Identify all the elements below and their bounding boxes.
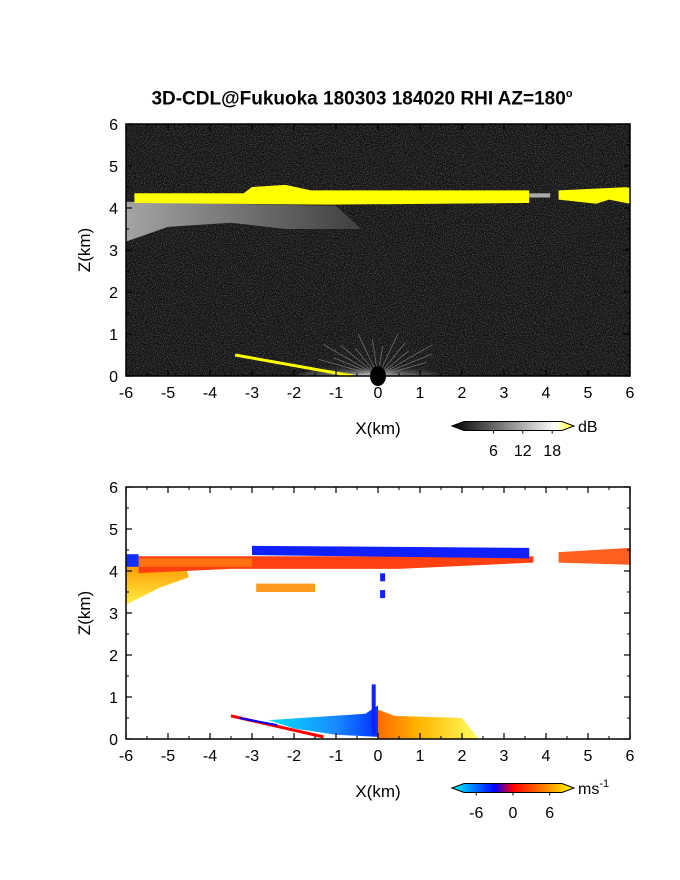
cloud-layer-upper (252, 545, 530, 559)
colorbar-tick-label: 6 (545, 805, 554, 822)
x-tick-label: -2 (287, 748, 301, 765)
near-zero-column (371, 684, 376, 735)
chart-title-text: 3D-CDL@Fukuoka 180303 184020 RHI AZ=180 (151, 88, 566, 110)
x-axis-title: X(km) (355, 419, 400, 438)
colorbar-tick-label: 12 (514, 443, 532, 460)
y-tick-label: 0 (109, 369, 118, 386)
colorbar-bar (450, 421, 576, 431)
cone-ray (377, 344, 433, 377)
cloud-base-layer-east (558, 187, 630, 204)
y-tick-label: 2 (109, 285, 118, 302)
colorbar: 6 12 18 dB (450, 419, 598, 460)
y-tick-label: 4 (109, 201, 118, 218)
x-tick-label: -5 (161, 385, 175, 402)
colorbar-tick-label: 0 (509, 805, 518, 822)
y-tick-label: 5 (109, 522, 118, 539)
colorbar-tick-label: -6 (469, 805, 483, 822)
colorbar-bar (450, 783, 576, 793)
x-tick-label: 0 (374, 385, 383, 402)
x-tick-label: -1 (329, 748, 343, 765)
ground-clutter-line-blue (239, 717, 278, 727)
isolated-point (380, 590, 386, 599)
y-axis-title: Z(km) (75, 591, 94, 635)
colorbar: -6 0 6 ms-1 (450, 778, 609, 822)
cone-ray (377, 353, 432, 377)
degree-mark: o (565, 88, 573, 100)
chart-title: 3D-CDL@Fukuoka 180303 184020 RHI AZ=180o (0, 88, 680, 110)
y-tick-label: 0 (109, 732, 118, 749)
x-tick-label: -3 (245, 385, 259, 402)
x-tick-label: -4 (203, 748, 217, 765)
x-tick-label: -3 (245, 748, 259, 765)
colorbar-unit: dB (578, 419, 598, 436)
x-tick-label: 3 (500, 748, 509, 765)
cloud-base-fringe (529, 193, 551, 198)
cone-ray (323, 344, 379, 377)
y-tick-label: 3 (109, 243, 118, 260)
isolated-point (380, 573, 386, 582)
x-tick-label: -1 (329, 385, 343, 402)
cloud-base-layer (134, 184, 530, 205)
x-axis-title: X(km) (355, 782, 400, 801)
y-tick-label: 5 (109, 159, 118, 176)
virga-patch (256, 583, 315, 592)
ground-clutter-line (234, 353, 354, 378)
x-tick-label: 4 (542, 748, 551, 765)
virga-wedge (126, 564, 189, 605)
x-tick-label: 6 (626, 385, 635, 402)
x-tick-label: 2 (458, 385, 467, 402)
x-tick-label: 5 (584, 385, 593, 402)
cloud-layer-east (558, 547, 630, 565)
boundary-layer-positive (378, 709, 479, 739)
y-tick-label: 3 (109, 606, 118, 623)
cloud-layer-lower-west (138, 558, 252, 567)
y-tick-label: 2 (109, 648, 118, 665)
cone-ray (318, 358, 379, 377)
plot-background (126, 487, 630, 739)
x-tick-label: 0 (374, 748, 383, 765)
y-tick-label: 6 (109, 480, 118, 497)
y-tick-label: 4 (109, 564, 118, 581)
x-tick-label: 2 (458, 748, 467, 765)
x-tick-label: -6 (119, 385, 133, 402)
y-tick-label: 6 (109, 117, 118, 134)
y-axis-title: Z(km) (75, 228, 94, 272)
x-tick-label: 5 (584, 748, 593, 765)
colorbar-tick-label: 6 (489, 443, 498, 460)
x-tick-label: 1 (416, 385, 425, 402)
boundary-layer-negative (268, 705, 378, 737)
noise-texture (126, 124, 630, 376)
y-tick-label: 1 (109, 690, 118, 707)
cone-ray (377, 361, 428, 377)
x-tick-label: -5 (161, 748, 175, 765)
colorbar-tick-label: 18 (543, 443, 561, 460)
x-tick-label: -6 (119, 748, 133, 765)
colorbar-unit: ms-1 (578, 778, 609, 798)
y-tick-label: 1 (109, 327, 118, 344)
virga-region (126, 201, 362, 242)
x-tick-label: -4 (203, 385, 217, 402)
x-tick-label: 6 (626, 748, 635, 765)
x-tick-label: 3 (500, 385, 509, 402)
x-tick-label: 1 (416, 748, 425, 765)
x-tick-label: 4 (542, 385, 551, 402)
west-edge-blue (126, 554, 139, 567)
x-tick-label: -2 (287, 385, 301, 402)
colorbar-unit-exponent: -1 (599, 778, 609, 790)
